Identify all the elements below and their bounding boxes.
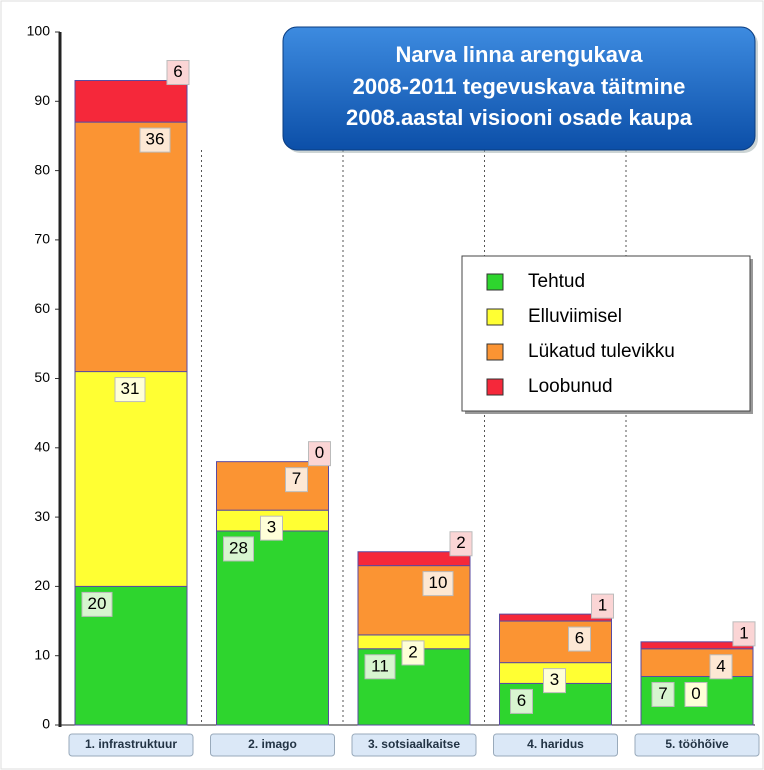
legend-label: Loobunud — [528, 376, 613, 397]
legend-swatch — [486, 378, 504, 396]
legend-label: Elluviimisel — [528, 306, 622, 327]
value-label: 4 — [716, 656, 725, 675]
value-label-box — [364, 654, 396, 680]
value-label-box — [81, 591, 113, 617]
legend-label: Lükatud tulevikku — [528, 341, 675, 362]
value-label-box — [732, 621, 756, 647]
value-label: 7 — [658, 684, 667, 703]
legend-label: Tehtud — [528, 271, 585, 292]
value-label: 7 — [292, 469, 301, 488]
value-label-box — [591, 593, 614, 619]
x-tick-label: 5. tööhõive — [665, 737, 729, 751]
bar-segment — [357, 551, 471, 567]
y-tick-label: 80 — [34, 161, 50, 177]
category-box — [210, 733, 335, 757]
bar-segment — [640, 648, 754, 677]
chart-title: 2008-2011 tegevuskava täitmine — [353, 74, 686, 99]
x-tick-label: 1. infrastruktuur — [85, 737, 177, 751]
value-label: 3 — [550, 670, 559, 689]
legend-swatch — [486, 343, 504, 361]
value-label: 6 — [575, 629, 584, 648]
value-label-box — [166, 60, 190, 86]
legend-swatch — [486, 273, 504, 291]
value-label-box — [308, 441, 331, 467]
chart-title: 2008.aastal visiooni osade kaupa — [346, 105, 693, 130]
value-label-box — [223, 536, 254, 562]
value-label: 36 — [146, 130, 165, 149]
value-label-box — [260, 515, 283, 541]
bar-segment — [74, 121, 188, 373]
y-tick-label: 60 — [34, 300, 50, 316]
bar-segment — [74, 80, 188, 123]
value-label-box — [285, 467, 308, 493]
value-label-box — [684, 681, 708, 707]
bar-segment — [499, 620, 612, 664]
value-label: 0 — [691, 684, 700, 703]
value-label-box — [510, 688, 533, 714]
bar-segment — [216, 530, 329, 726]
value-label: 31 — [121, 379, 140, 398]
value-label-box — [449, 531, 473, 557]
value-label: 6 — [173, 62, 182, 81]
y-tick-label: 10 — [34, 646, 50, 662]
category-box — [493, 733, 618, 757]
value-label-box — [543, 668, 566, 694]
value-label: 3 — [267, 518, 276, 537]
chart-title: Narva linna arengukava — [395, 42, 643, 67]
x-tick-label: 2. imago — [248, 737, 297, 751]
value-label: 6 — [517, 691, 526, 710]
value-label-box — [401, 640, 425, 666]
value-label: 1 — [739, 623, 748, 642]
y-tick-label: 0 — [42, 716, 50, 732]
category-box — [634, 733, 760, 757]
y-tick-label: 50 — [34, 369, 50, 385]
x-tick-label: 3. sotsiaalkaitse — [368, 737, 460, 751]
value-label: 2 — [408, 642, 417, 661]
value-label: 20 — [88, 594, 107, 613]
x-tick-label: 4. haridus — [527, 737, 584, 751]
value-label: 28 — [229, 538, 248, 557]
y-tick-label: 90 — [34, 92, 50, 108]
bar-segment — [216, 461, 329, 511]
category-box — [68, 733, 194, 757]
legend — [461, 255, 751, 412]
value-label-box — [114, 377, 146, 403]
y-tick-label: 40 — [34, 439, 50, 455]
y-tick-label: 100 — [27, 23, 51, 39]
value-label-box — [422, 571, 454, 597]
value-label: 10 — [429, 573, 448, 592]
value-label-box — [139, 127, 171, 153]
value-label: 0 — [315, 443, 324, 462]
y-tick-label: 20 — [34, 577, 50, 593]
value-label-box — [568, 626, 591, 652]
bar-segment — [74, 371, 188, 587]
y-tick-label: 70 — [34, 231, 50, 247]
category-box — [351, 733, 477, 757]
value-label: 1 — [598, 596, 607, 615]
legend-swatch — [486, 308, 504, 326]
value-label-box — [651, 681, 675, 707]
title-box — [282, 26, 756, 151]
value-label: 11 — [371, 656, 389, 675]
y-tick-label: 30 — [34, 508, 50, 524]
value-label: 2 — [456, 533, 465, 552]
value-label-box — [709, 654, 733, 680]
